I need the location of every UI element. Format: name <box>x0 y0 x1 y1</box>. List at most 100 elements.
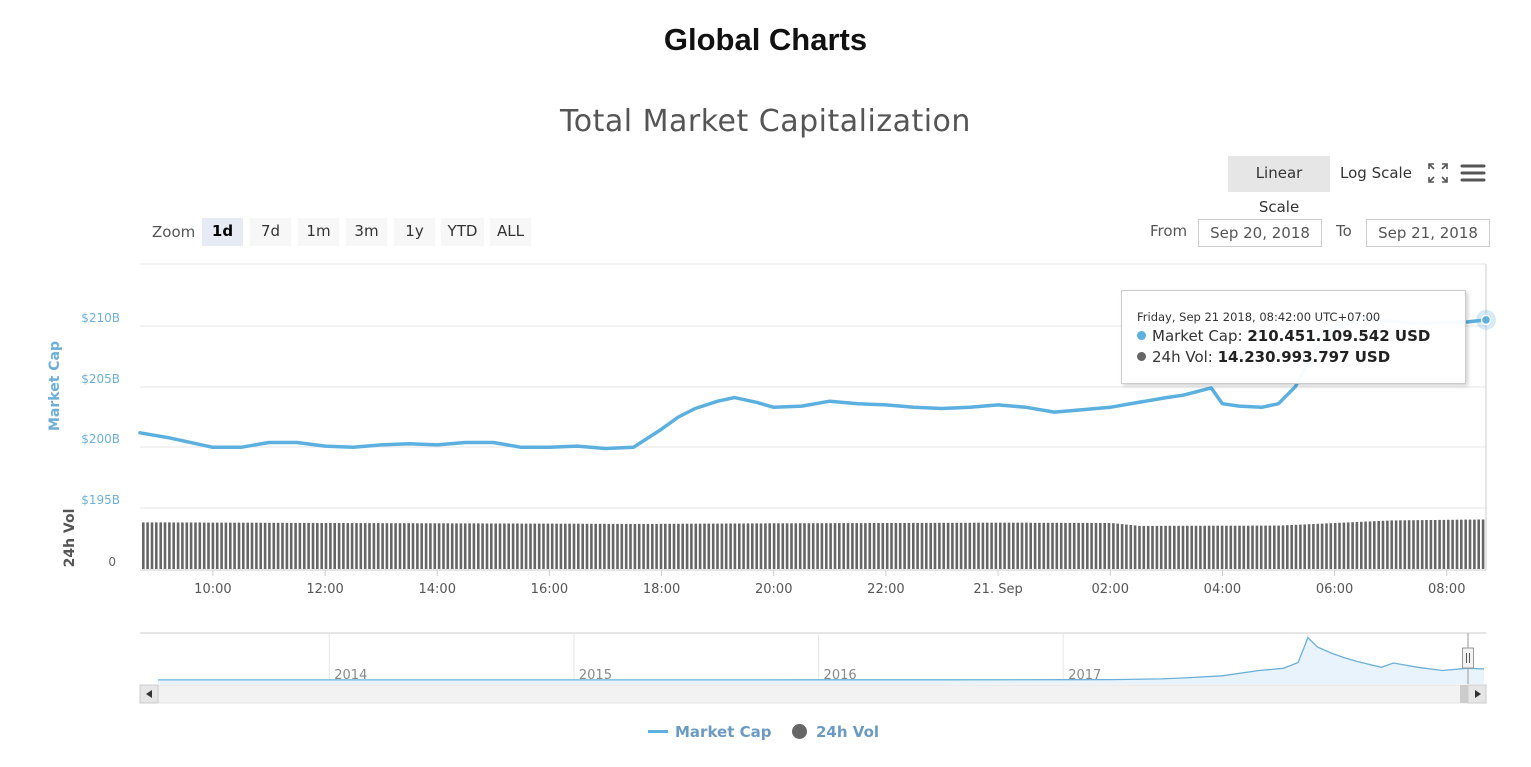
volume-bar <box>951 522 954 569</box>
x-tick-label: 20:00 <box>755 582 792 597</box>
volume-bar <box>1025 522 1028 569</box>
volume-bar <box>1103 523 1106 569</box>
volume-bar <box>1125 524 1128 569</box>
volume-bar <box>1077 522 1080 569</box>
volume-bar <box>507 523 510 569</box>
legend-volume[interactable]: 24h Vol <box>792 723 879 741</box>
arrow-left-icon <box>146 690 152 698</box>
zoom-1d-button[interactable]: 1d <box>202 218 243 246</box>
zoom-all-button[interactable]: ALL <box>490 218 531 246</box>
volume-bar <box>146 522 149 569</box>
volume-bar <box>616 523 619 569</box>
volume-bar <box>1290 525 1293 569</box>
volume-bar <box>142 522 145 569</box>
volume-bars <box>142 519 1485 569</box>
log-scale-button[interactable]: Log Scale <box>1340 164 1412 182</box>
to-date-input[interactable]: Sep 21, 2018 <box>1366 219 1490 247</box>
zoom-3m-button[interactable]: 3m <box>346 218 387 246</box>
volume-bar <box>1299 524 1302 569</box>
to-label: To <box>1336 222 1352 240</box>
volume-bar <box>1042 522 1046 569</box>
volume-bar <box>920 522 924 569</box>
hover-point <box>1480 314 1492 326</box>
volume-bar <box>1190 525 1193 569</box>
volume-bar <box>1112 523 1115 569</box>
page-title: Global Charts <box>663 22 868 57</box>
volume-bar <box>446 523 450 569</box>
volume-bar <box>1320 523 1324 569</box>
volume-bar <box>481 523 484 569</box>
volume-bar <box>246 522 249 569</box>
volume-bar <box>1412 520 1415 569</box>
zoom-7d-button[interactable]: 7d <box>250 218 291 246</box>
volume-bar <box>877 523 880 569</box>
volume-bar <box>442 523 445 569</box>
volume-bar <box>172 522 175 569</box>
volume-bar <box>724 523 728 569</box>
volume-bar <box>350 523 354 569</box>
volume-bar <box>1403 520 1407 569</box>
volume-bar <box>816 523 819 569</box>
volume-bar <box>1251 525 1254 569</box>
volume-bar <box>1386 520 1389 569</box>
volume-bar <box>1142 525 1146 569</box>
volume-bar <box>1325 523 1328 569</box>
volume-bar <box>307 522 310 569</box>
volume-bar <box>633 524 637 569</box>
volume-bar <box>1460 519 1463 569</box>
volume-bar <box>1473 519 1476 569</box>
volume-bar <box>1447 519 1450 569</box>
volume-bar <box>620 523 624 569</box>
zoom-ytd-button[interactable]: YTD <box>441 218 484 246</box>
y2-axis-title: 24h Vol <box>62 509 78 568</box>
volume-bar <box>1281 525 1285 569</box>
x-tick-label: 21. Sep <box>973 582 1022 597</box>
volume-bar <box>233 522 236 569</box>
volume-bar <box>1177 525 1180 569</box>
volume-bar <box>311 522 315 569</box>
from-date-input[interactable]: Sep 20, 2018 <box>1198 219 1322 247</box>
linear-scale-button[interactable]: Linear Scale <box>1228 156 1330 216</box>
volume-bar <box>1168 525 1172 569</box>
volume-bar <box>337 523 341 569</box>
volume-bar <box>342 523 345 569</box>
fullscreen-icon[interactable] <box>1427 162 1449 184</box>
volume-bar <box>346 523 350 569</box>
legend-market-cap[interactable]: Market Cap <box>648 723 771 741</box>
volume-bar <box>711 523 715 569</box>
zoom-1y-button[interactable]: 1y <box>394 218 435 246</box>
volume-bar <box>590 523 593 569</box>
volume-bar <box>215 522 219 569</box>
volume-bar <box>1264 525 1267 569</box>
volume-bar <box>1481 519 1485 569</box>
volume-bar <box>659 523 663 569</box>
volume-bar <box>729 523 732 569</box>
menu-icon[interactable] <box>1460 162 1486 184</box>
volume-bar <box>477 523 480 569</box>
volume-bar <box>594 523 597 569</box>
volume-bar <box>894 523 898 569</box>
volume-bar <box>1212 525 1215 569</box>
volume-bar <box>242 522 245 569</box>
volume-bar <box>794 523 798 569</box>
volume-bar <box>999 522 1002 569</box>
volume-bar <box>738 523 741 569</box>
volume-bar <box>237 522 241 569</box>
volume-bar <box>433 523 437 569</box>
volume-bar <box>811 523 815 569</box>
zoom-1m-button[interactable]: 1m <box>298 218 339 246</box>
volume-bar <box>263 522 267 569</box>
x-tick-label: 10:00 <box>194 582 231 597</box>
navigator-area <box>158 637 1484 684</box>
volume-bar <box>281 522 284 569</box>
volume-bar <box>276 522 280 569</box>
volume-bar <box>1360 521 1363 569</box>
navigator[interactable]: 20142015201620172018 <box>139 632 1487 704</box>
x-tick-label: 14:00 <box>419 582 456 597</box>
volume-bar <box>355 523 358 569</box>
volume-bar <box>194 522 197 569</box>
volume-bar <box>1072 522 1076 569</box>
volume-bar <box>994 522 998 569</box>
volume-bar <box>1146 525 1150 569</box>
